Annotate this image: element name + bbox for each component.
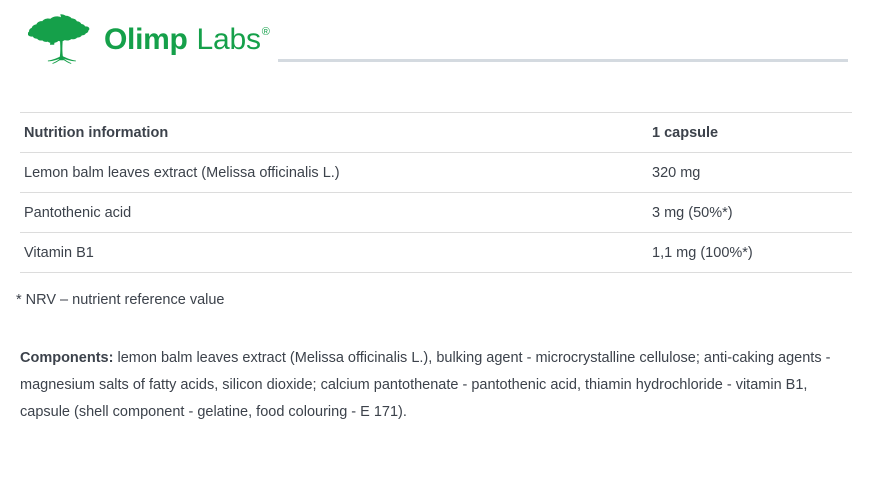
oak-tree-icon: [28, 14, 90, 64]
brand-wordmark: Olimp Labs ®: [104, 25, 270, 55]
brand-name-secondary: Labs: [196, 23, 261, 56]
table-header-row: Nutrition information 1 capsule: [20, 112, 852, 153]
table-row: Lemon balm leaves extract (Melissa offic…: [20, 152, 852, 193]
registered-trademark-icon: ®: [261, 26, 270, 38]
nutrition-information-table: Nutrition information 1 capsule Lemon ba…: [20, 112, 852, 273]
header-divider: [278, 59, 848, 62]
brand-name-primary: Olimp: [104, 23, 188, 56]
table-row: Vitamin B1 1,1 mg (100%*): [20, 232, 852, 273]
column-header-serving: 1 capsule: [652, 124, 719, 141]
nutrient-name: Vitamin B1: [24, 244, 94, 261]
nutrient-name: Pantothenic acid: [24, 204, 132, 221]
nutrient-name: Lemon balm leaves extract (Melissa offic…: [24, 164, 340, 181]
components-text: lemon balm leaves extract (Melissa offic…: [20, 350, 831, 420]
nutrient-value: 1,1 mg (100%*): [652, 244, 753, 261]
table-row: Pantothenic acid 3 mg (50%*): [20, 192, 852, 233]
column-header-nutrition-information: Nutrition information: [24, 124, 169, 141]
nutrient-value: 320 mg: [652, 164, 701, 181]
nrv-footnote: * NRV – nutrient reference value: [16, 292, 225, 308]
brand-logo[interactable]: Olimp Labs ®: [28, 12, 270, 68]
components-label: Components:: [20, 350, 114, 366]
components-paragraph: Components: lemon balm leaves extract (M…: [20, 345, 832, 426]
page-header: Olimp Labs ®: [0, 0, 872, 95]
nutrient-value: 3 mg (50%*): [652, 204, 733, 221]
